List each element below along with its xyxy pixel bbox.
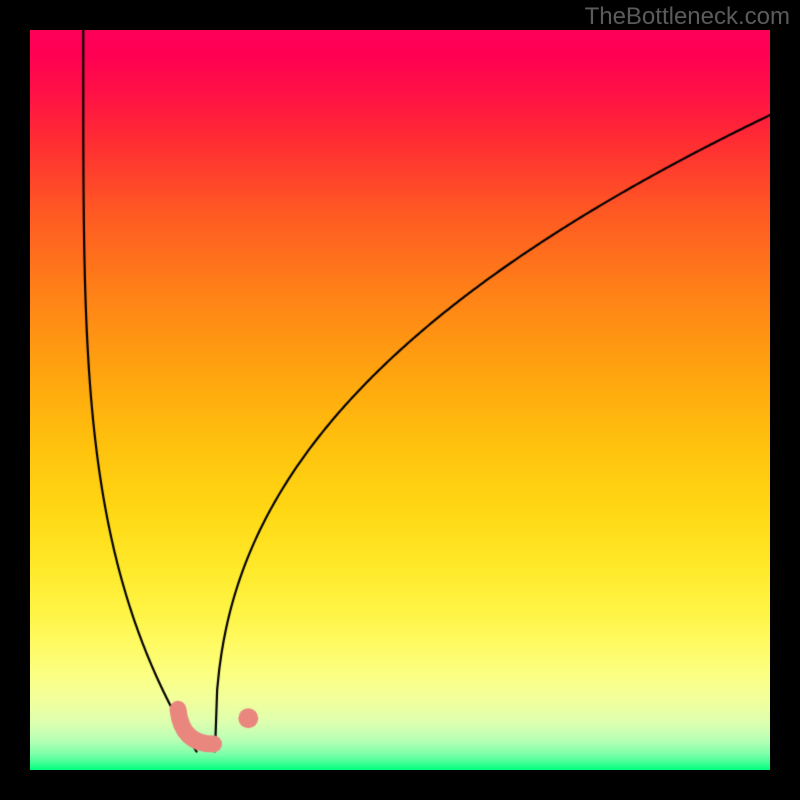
- plot-area: [30, 30, 770, 770]
- bottleneck-curve-overlay: [30, 30, 770, 770]
- watermark-text: TheBottleneck.com: [585, 3, 790, 31]
- chart-root: TheBottleneck.com: [0, 0, 800, 800]
